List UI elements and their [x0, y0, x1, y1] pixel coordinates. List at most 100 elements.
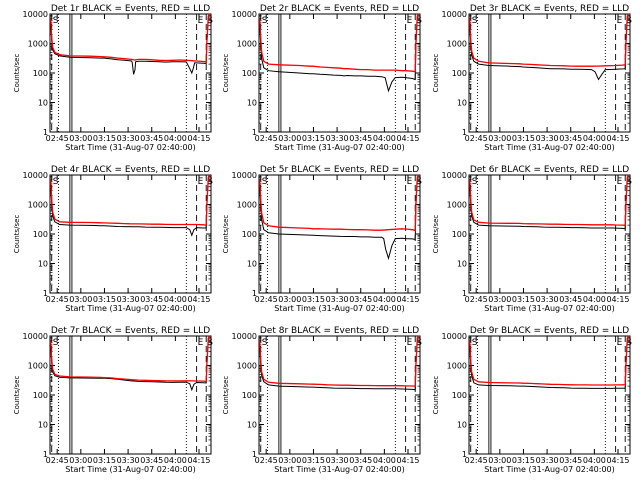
series-line-events	[469, 13, 630, 81]
x-tick-label: 03:45	[559, 134, 582, 143]
flag-label: E	[198, 338, 204, 348]
y-tick-label: 100	[242, 230, 257, 239]
x-tick-label: 04:00	[583, 295, 606, 304]
panel-det-5: Det 5r BLACK = Events, RED = LLD 1 10 100 10…	[222, 165, 422, 313]
y-axis-title: Counts/sec	[432, 54, 440, 93]
series-line-events	[259, 335, 420, 391]
x-tick-label: 03:15	[93, 295, 116, 304]
x-tick-label: 03:00	[69, 295, 92, 304]
y-axis-title: Counts/sec	[222, 376, 230, 415]
panel-title: Det 5r BLACK = Events, RED = LLD	[260, 165, 419, 175]
y-tick-label: 1000	[28, 40, 48, 49]
y-tick-label: 100	[452, 391, 467, 400]
y-tick-label: 1	[462, 450, 467, 459]
flag-label: S	[472, 338, 478, 348]
panel-det-7: Det 7r BLACK = Events, RED = LLD 1 10 100 10…	[13, 326, 213, 474]
x-tick-label: 04:15	[396, 134, 419, 143]
x-tick-label: 03:45	[140, 295, 163, 304]
flag-label: E	[407, 16, 413, 26]
panel-det-1: Det 1r BLACK = Events, RED = LLD 1 10 100 10…	[13, 4, 213, 152]
x-tick-label: 03:00	[278, 134, 301, 143]
x-tick-label: 04:00	[164, 134, 187, 143]
y-axis-title: Counts/sec	[432, 215, 440, 254]
x-tick-label: 04:15	[396, 295, 419, 304]
series-line-lld	[50, 13, 211, 63]
series-line-lld	[50, 335, 211, 383]
y-tick-label: 1	[43, 450, 48, 459]
y-tick-label: 100	[452, 230, 467, 239]
flag-label: E	[198, 177, 204, 187]
x-tick-label: 02:45	[255, 456, 278, 465]
x-tick-label: 03:00	[69, 456, 92, 465]
series-line-events	[50, 13, 211, 75]
x-tick-label: 03:30	[117, 295, 140, 304]
panel-det-8: Det 8r BLACK = Events, RED = LLD 1 10 100 10…	[222, 326, 422, 474]
series-line-lld	[50, 174, 211, 226]
flag-label: E	[407, 338, 413, 348]
panel-title: Det 6r BLACK = Events, RED = LLD	[470, 165, 629, 175]
flag-label: S	[207, 16, 213, 26]
x-tick-label: 03:30	[536, 295, 559, 304]
x-tick-label: 03:00	[488, 295, 511, 304]
y-tick-label: 1	[252, 289, 257, 298]
flag-label: S	[626, 16, 632, 26]
x-tick-label: 03:15	[302, 456, 325, 465]
series-line-lld	[259, 335, 420, 387]
plot-frame	[258, 335, 421, 455]
y-tick-label: 100	[33, 391, 48, 400]
y-tick-label: 1000	[28, 201, 48, 210]
x-tick-label: 03:30	[536, 456, 559, 465]
panel-title: Det 1r BLACK = Events, RED = LLD	[51, 4, 210, 14]
x-tick-label: 03:30	[326, 456, 349, 465]
y-axis-title: Counts/sec	[432, 376, 440, 415]
flag-label: S	[416, 177, 422, 187]
x-axis-title: Start Time (31-Aug-07 02:40:00)	[65, 143, 196, 152]
plot-frame	[49, 335, 212, 455]
y-tick-label: 1	[252, 450, 257, 459]
y-axis-title: Counts/sec	[13, 54, 21, 93]
x-tick-label: 02:45	[465, 134, 488, 143]
y-tick-label: 10	[38, 260, 48, 269]
panel-title: Det 2r BLACK = Events, RED = LLD	[260, 4, 419, 14]
panel-title: Det 8r BLACK = Events, RED = LLD	[260, 326, 419, 336]
flag-label: S	[262, 16, 268, 26]
x-tick-label: 02:45	[465, 295, 488, 304]
x-tick-label: 03:15	[512, 134, 535, 143]
x-tick-label: 04:00	[373, 295, 396, 304]
x-tick-label: 03:00	[278, 456, 301, 465]
x-tick-label: 03:15	[93, 134, 116, 143]
plot-frame	[49, 174, 212, 294]
y-tick-label: 10000	[232, 332, 257, 341]
x-tick-label: 03:45	[559, 295, 582, 304]
y-tick-label: 10	[457, 99, 467, 108]
y-tick-label: 10	[38, 421, 48, 430]
x-axis-title: Start Time (31-Aug-07 02:40:00)	[484, 304, 615, 313]
panel-title: Det 4r BLACK = Events, RED = LLD	[51, 165, 210, 175]
x-tick-label: 03:45	[349, 456, 372, 465]
x-tick-label: 04:00	[583, 456, 606, 465]
panel-det-2: Det 2r BLACK = Events, RED = LLD 1 10 100 10…	[222, 4, 422, 152]
x-axis-title: Start Time (31-Aug-07 02:40:00)	[484, 465, 615, 474]
x-tick-label: 04:00	[164, 456, 187, 465]
y-tick-label: 10000	[442, 332, 467, 341]
plot-frame	[468, 174, 631, 294]
y-tick-label: 10000	[23, 171, 48, 180]
flag-label: E	[198, 16, 204, 26]
flag-label: S	[207, 338, 213, 348]
x-tick-label: 03:30	[536, 134, 559, 143]
series-line-events	[469, 335, 630, 389]
y-axis-title: Counts/sec	[13, 215, 21, 254]
x-tick-label: 03:30	[117, 456, 140, 465]
y-tick-label: 1	[462, 289, 467, 298]
x-tick-label: 04:00	[373, 134, 396, 143]
x-tick-label: 04:00	[373, 456, 396, 465]
y-tick-label: 10	[247, 260, 257, 269]
series-line-lld	[259, 13, 420, 73]
y-tick-label: 1000	[237, 40, 257, 49]
flag-label: S	[262, 338, 268, 348]
y-tick-label: 100	[242, 69, 257, 78]
series-line-events	[50, 174, 211, 237]
flag-label: S	[262, 177, 268, 187]
y-axis-title: Counts/sec	[13, 376, 21, 415]
x-axis-title: Start Time (31-Aug-07 02:40:00)	[274, 143, 405, 152]
